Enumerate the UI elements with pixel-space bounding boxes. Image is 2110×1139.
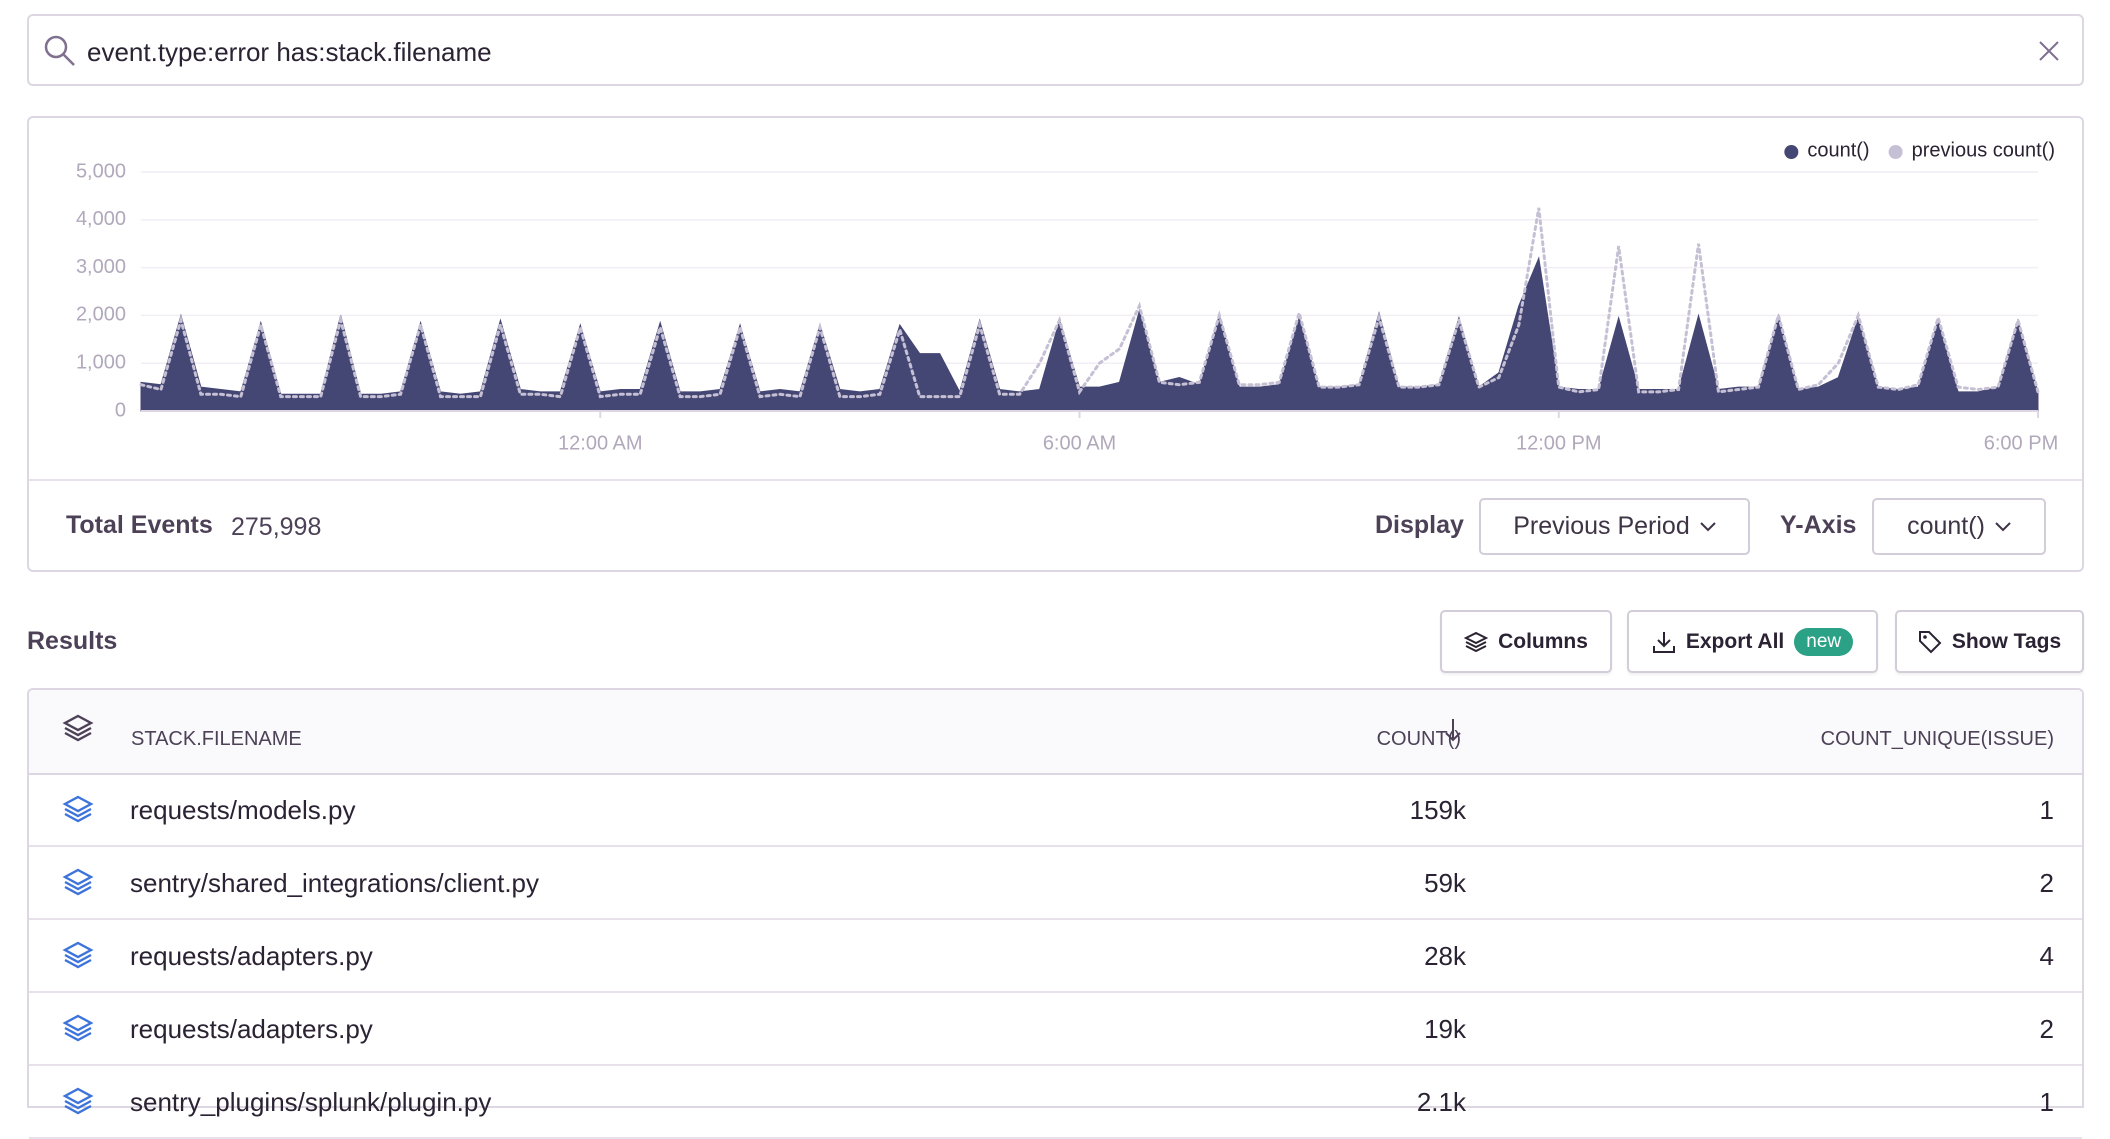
chevron bbox=[1995, 521, 2011, 531]
count-cell: 1 bbox=[2039, 795, 2054, 825]
columns-button[interactable]: Columns bbox=[1440, 610, 1612, 673]
show-tags-button[interactable]: Show Tags bbox=[1895, 610, 2084, 673]
display-label: Display bbox=[1375, 511, 1464, 539]
count-cell: 2.1k bbox=[1416, 1087, 1466, 1117]
total-label: Total Events bbox=[66, 511, 213, 539]
count-cell: 59k bbox=[1424, 868, 1466, 898]
tag-icon bbox=[1918, 630, 1942, 653]
columns-icon bbox=[1464, 631, 1489, 652]
row-icon[interactable] bbox=[62, 794, 94, 826]
column-header[interactable]: COUNT() bbox=[1376, 728, 1461, 750]
filename-cell[interactable]: sentry_plugins/splunk/plugin.py bbox=[130, 1087, 492, 1117]
filename-cell[interactable]: sentry/shared_integrations/client.py bbox=[130, 868, 540, 898]
page: event.type:error has:stack.filename Tota… bbox=[27, 14, 2084, 1139]
filename-cell[interactable]: requests/adapters.py bbox=[130, 941, 373, 971]
search-icon bbox=[44, 35, 75, 66]
yaxis-select[interactable]: count() bbox=[1872, 498, 2046, 555]
chart-panel: Total Events 275,998 Display Previous Pe… bbox=[27, 116, 2084, 572]
sort-arrow bbox=[1445, 719, 1461, 742]
export-button[interactable]: Export All new bbox=[1627, 610, 1878, 673]
count-cell: 1 bbox=[2039, 1087, 2054, 1117]
row-icon[interactable] bbox=[62, 1013, 94, 1045]
yaxis-value: count() bbox=[1907, 512, 1985, 540]
row-divider bbox=[29, 991, 2082, 993]
filename-cell[interactable]: requests/adapters.py bbox=[130, 1014, 373, 1044]
count-cell: 2 bbox=[2039, 1014, 2054, 1044]
row-divider bbox=[29, 845, 2082, 847]
count-cell: 4 bbox=[2039, 941, 2054, 971]
search-bar[interactable]: event.type:error has:stack.filename bbox=[27, 14, 2084, 86]
divider bbox=[29, 479, 2082, 481]
display-value: Previous Period bbox=[1513, 512, 1690, 540]
display-select[interactable]: Previous Period bbox=[1479, 498, 1750, 555]
button-label: Show Tags bbox=[1951, 629, 2062, 653]
header-icon bbox=[62, 714, 94, 742]
column-header[interactable]: STACK.FILENAME bbox=[131, 728, 302, 750]
row-icon[interactable] bbox=[62, 940, 94, 972]
table-header bbox=[29, 690, 2082, 775]
row-divider bbox=[29, 918, 2082, 920]
row-icon[interactable] bbox=[62, 1086, 94, 1118]
total-value: 275,998 bbox=[231, 513, 322, 541]
count-cell: 19k bbox=[1424, 1014, 1466, 1044]
chevron bbox=[1700, 521, 1716, 531]
yaxis-label: Y-Axis bbox=[1780, 511, 1857, 539]
clear-button[interactable] bbox=[2038, 40, 2060, 62]
count-cell: 2 bbox=[2039, 868, 2054, 898]
filename-cell[interactable]: requests/models.py bbox=[130, 795, 356, 825]
row-icon[interactable] bbox=[62, 867, 94, 899]
column-header[interactable]: COUNT_UNIQUE(ISSUE) bbox=[1820, 728, 2054, 750]
search-query: event.type:error has:stack.filename bbox=[87, 37, 492, 67]
new-badge: new bbox=[1794, 627, 1854, 656]
results-title: Results bbox=[27, 627, 118, 655]
row-divider bbox=[29, 1064, 2082, 1066]
count-cell: 28k bbox=[1424, 941, 1466, 971]
button-label: Export All bbox=[1685, 629, 1785, 653]
count-cell: 159k bbox=[1409, 795, 1466, 825]
download-icon bbox=[1652, 631, 1675, 653]
button-label: Columns bbox=[1498, 629, 1588, 653]
